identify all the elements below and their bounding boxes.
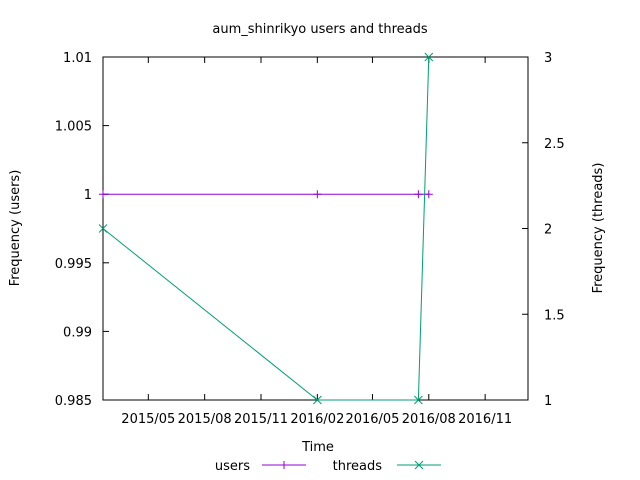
y-left-axis-label: Frequency (users) <box>8 170 23 287</box>
legend-label-threads: threads <box>333 459 383 474</box>
data-point-threads <box>312 395 322 405</box>
data-point-threads <box>98 224 108 233</box>
x-tick-label: 2015/05 <box>121 412 175 427</box>
y-left-tick-label: 1 <box>84 188 92 203</box>
y-right-tick-label: 1 <box>544 394 552 409</box>
data-point-users <box>313 190 322 199</box>
x-tick-label: 2015/11 <box>234 412 288 427</box>
y-left-tick-label: 1.01 <box>63 51 92 66</box>
data-point-users <box>99 190 107 199</box>
x-tick-label: 2016/11 <box>458 412 512 427</box>
series-line-threads <box>102 56 430 401</box>
y-left-tick-label: 0.985 <box>55 394 92 409</box>
data-point-threads <box>424 52 434 62</box>
x-tick-label: 2016/08 <box>402 412 456 427</box>
chart-title: aum_shinrikyo users and threads <box>212 22 427 37</box>
y-left-tick-label: 0.99 <box>63 325 92 340</box>
y-right-tick-label: 1.5 <box>544 308 565 323</box>
data-point-users <box>414 190 423 199</box>
data-point-users <box>424 190 433 199</box>
x-tick-label: 2016/02 <box>290 412 344 427</box>
x-axis-label: Time <box>301 440 334 455</box>
legend-marker-users <box>280 461 288 469</box>
plot-frame <box>102 56 529 401</box>
y-right-tick-label: 3 <box>544 51 552 66</box>
data-point-threads <box>414 395 423 405</box>
y-left-tick-label: 1.005 <box>55 120 92 135</box>
x-tick-label: 2015/08 <box>178 412 232 427</box>
y-left-tick-label: 0.995 <box>55 257 92 272</box>
axes-layer: 2015/05 2015/08 2015/11 2016/02 2016/05 2016/… <box>55 51 565 427</box>
y-right-tick-label: 2.5 <box>544 137 565 152</box>
series-layer <box>98 52 434 405</box>
legend-label-users: users <box>215 459 250 474</box>
x-tick-label: 2016/05 <box>345 412 399 427</box>
legend-marker-threads <box>414 460 424 470</box>
y-right-tick-label: 2 <box>544 223 552 238</box>
legend: users threads <box>215 459 441 474</box>
y-right-axis-label: Frequency (threads) <box>591 163 606 294</box>
